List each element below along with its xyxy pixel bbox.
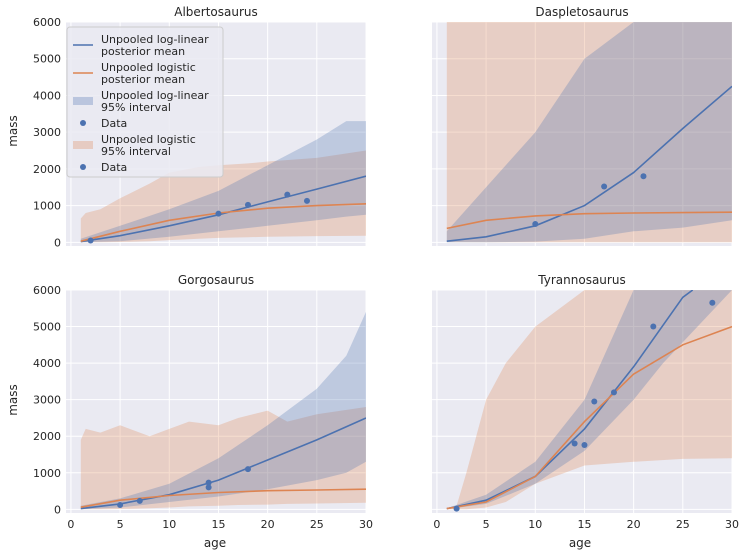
data-point [136,497,143,504]
y-tick-label: 5000 [33,321,61,334]
x-tick-label: 5 [117,518,124,531]
y-tick-label: 1000 [33,467,61,480]
legend-label: Unpooled log-linear [101,33,209,46]
data-point [244,201,251,208]
logistic-interval-band [446,22,732,243]
panel-gorgosaurus: Gorgosaurus 0 1000 2000 3000 4000 5000 6000 0 5 10… [33,273,373,531]
plot-area [66,290,366,513]
data-point [610,389,617,396]
legend-label: 95% interval [101,145,171,158]
legend-label: Data [101,161,127,174]
panel-tyrannosaurus: Tyrannosaurus 0 5 10 15 20 25 30 [432,273,739,531]
x-tick-label: 0 [67,518,74,531]
data-point [709,299,716,306]
x-tick-label: 25 [310,518,324,531]
loglinear-interval-band [446,290,732,510]
legend-label: Unpooled logistic [101,133,196,146]
data-point [591,398,598,405]
loglinear-interval-band [446,22,732,243]
legend-label: Unpooled logistic [101,61,196,74]
panel-title: Albertosaurus [174,5,258,19]
x-axis-label-right: age [569,536,591,550]
y-tick-label: 1000 [33,200,61,213]
data-point [303,197,310,204]
y-tick-label: 2000 [33,163,61,176]
x-tick-label: 10 [162,518,176,531]
x-tick-label: 20 [261,518,275,531]
y-tick-label: 6000 [33,16,61,29]
loglinear-mean-line [446,290,694,510]
legend-label: Data [101,117,127,130]
logistic-mean-line [446,325,732,510]
legend-label: posterior mean [101,73,185,86]
y-axis-label-top: mass [6,115,20,147]
loglinear-interval-band [80,121,366,243]
data-point [532,220,539,227]
y-tick-label: 4000 [33,357,61,370]
x-tick-label: 25 [676,518,690,531]
y-tick-label: 5000 [33,53,61,66]
data-point [87,237,94,244]
logistic-interval-band [80,407,366,510]
y-tick-label: 3000 [33,126,61,139]
data-point [640,173,647,180]
legend-box [66,26,224,178]
legend-dot-swatch [80,120,86,126]
legend-band-swatch [73,97,93,105]
panel-title: Tyrannosaurus [537,273,625,287]
logistic-mean-line [80,488,366,508]
y-tick-label: 3000 [33,394,61,407]
data-point [205,484,212,491]
data-point [244,466,251,473]
x-tick-label: 30 [359,518,373,531]
panel-daspletosaurus: Daspletosaurus [432,5,733,246]
legend-label: posterior mean [101,45,185,58]
gridlines [432,21,733,246]
plot-area [432,22,732,246]
legend-dot-swatch [80,164,86,170]
x-tick-label: 30 [725,518,739,531]
y-tick-label: 0 [54,236,61,249]
y-axis-label-bottom: mass [6,384,20,416]
logistic-interval-band [80,150,366,243]
y-tick-label: 4000 [33,89,61,102]
y-tick-label: 2000 [33,430,61,443]
data-point [581,442,588,449]
x-axis-label-left: age [204,536,226,550]
x-tick-label: 20 [627,518,641,531]
data-point [601,183,608,190]
data-point [284,191,291,198]
x-tick-label: 0 [433,518,440,531]
data-point [650,323,657,330]
legend-band-swatch [73,141,93,149]
panel-title: Gorgosaurus [178,273,254,287]
plot-area [432,290,732,513]
loglinear-interval-band [80,311,366,510]
y-tick-label: 0 [54,503,61,516]
y-tick-label: 6000 [33,284,61,297]
data-point [205,479,212,486]
data-point [117,501,124,508]
x-tick-label: 10 [528,518,542,531]
panel-title: Daspletosaurus [535,5,628,19]
legend-label: 95% interval [101,101,171,114]
data-point [215,210,222,217]
data-point [571,440,578,447]
x-tick-label: 5 [483,518,490,531]
logistic-interval-band [446,290,732,510]
loglinear-mean-line [446,85,732,242]
logistic-mean-line [446,211,732,230]
x-tick-label: 15 [211,518,225,531]
data-point [453,505,460,512]
x-tick-label: 15 [577,518,591,531]
gridlines [66,289,367,513]
legend-label: Unpooled log-linear [101,89,209,102]
